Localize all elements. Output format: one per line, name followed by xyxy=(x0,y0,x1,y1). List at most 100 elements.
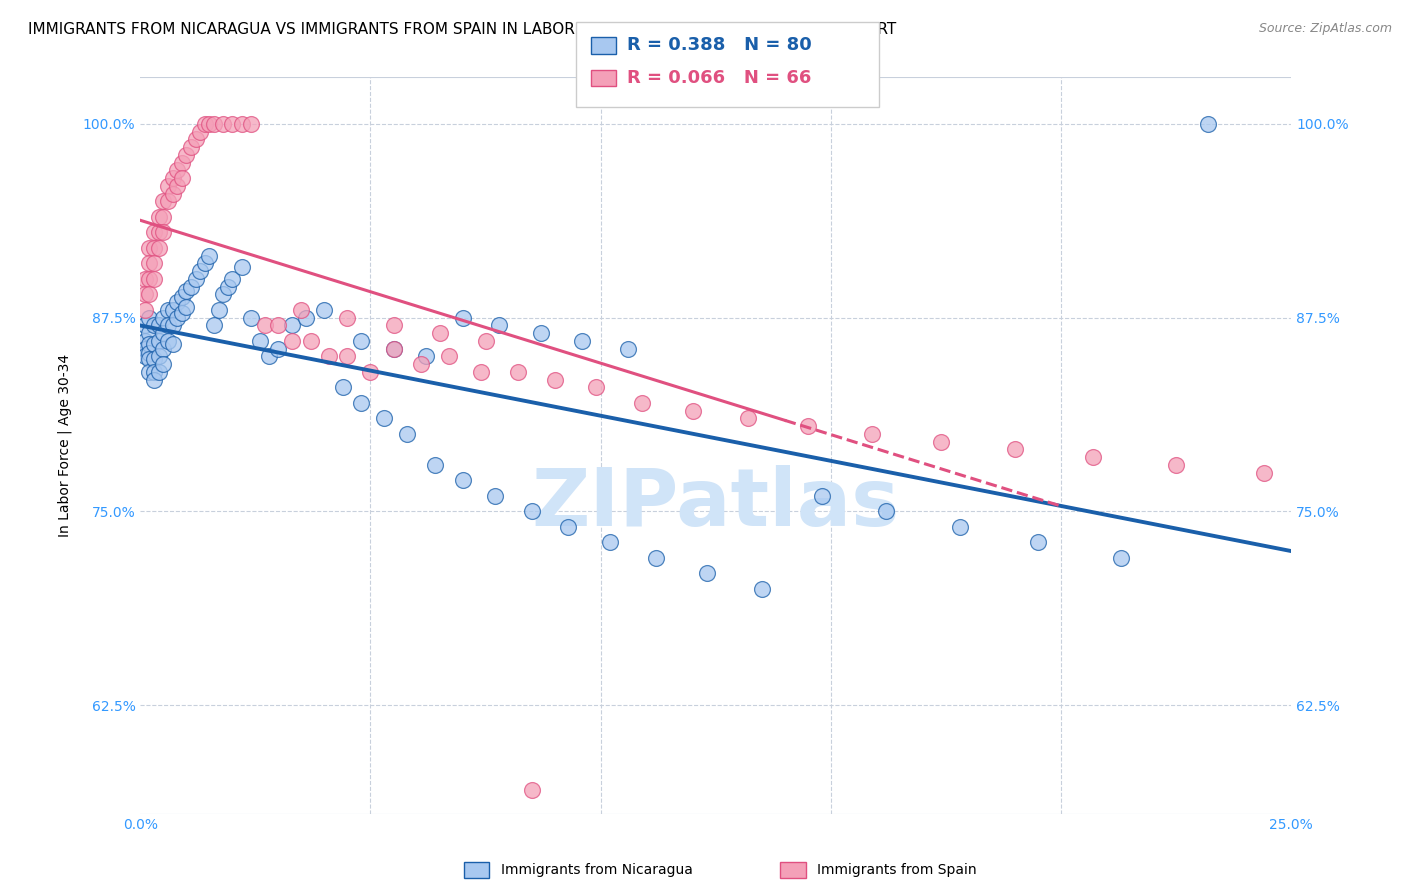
Point xyxy=(239,117,262,131)
Point xyxy=(143,373,166,387)
Point xyxy=(194,256,217,270)
Point xyxy=(382,318,405,333)
Point xyxy=(382,342,405,356)
Point xyxy=(156,334,179,348)
Point xyxy=(506,365,529,379)
Point xyxy=(170,306,193,320)
Point xyxy=(231,260,253,274)
Point xyxy=(162,171,184,186)
Point xyxy=(198,117,221,131)
Point xyxy=(212,117,235,131)
Point xyxy=(336,350,359,364)
Point xyxy=(143,365,166,379)
Point xyxy=(152,226,174,240)
Point xyxy=(585,380,607,394)
Point xyxy=(949,520,972,534)
Point xyxy=(599,535,621,549)
Point xyxy=(360,365,382,379)
Point xyxy=(249,334,271,348)
Text: ZIPatlas: ZIPatlas xyxy=(531,466,900,543)
Point xyxy=(143,352,166,367)
Point xyxy=(350,334,373,348)
Point xyxy=(484,489,506,503)
Point xyxy=(682,403,704,417)
Point xyxy=(382,342,405,356)
Point xyxy=(332,380,354,394)
Point xyxy=(318,350,340,364)
Point xyxy=(429,326,451,340)
Point xyxy=(138,310,160,325)
Point xyxy=(148,226,170,240)
Point xyxy=(134,318,156,333)
Point xyxy=(184,132,207,146)
Point xyxy=(148,241,170,255)
Point xyxy=(156,318,179,333)
Text: R = 0.388   N = 80: R = 0.388 N = 80 xyxy=(627,37,811,54)
Point xyxy=(138,272,160,286)
Point xyxy=(176,285,198,299)
Point xyxy=(1026,535,1049,549)
Point xyxy=(162,337,184,351)
Text: Immigrants from Spain: Immigrants from Spain xyxy=(817,863,977,877)
Point xyxy=(451,310,474,325)
Point xyxy=(257,350,280,364)
Point xyxy=(176,300,198,314)
Point xyxy=(336,310,359,325)
Point xyxy=(1109,550,1132,565)
Text: Source: ZipAtlas.com: Source: ZipAtlas.com xyxy=(1258,22,1392,36)
Point xyxy=(152,342,174,356)
Point xyxy=(170,171,193,186)
Point xyxy=(557,520,579,534)
Point xyxy=(180,140,202,154)
Point xyxy=(148,210,170,224)
Point xyxy=(373,411,395,425)
Point xyxy=(810,489,832,503)
Point xyxy=(437,350,460,364)
Point xyxy=(166,295,188,310)
Point xyxy=(152,326,174,340)
Point xyxy=(281,334,304,348)
Point xyxy=(212,287,235,301)
Point xyxy=(267,342,290,356)
Point xyxy=(180,279,202,293)
Point xyxy=(290,302,312,317)
Point xyxy=(138,287,160,301)
Point xyxy=(217,279,239,293)
Point xyxy=(423,458,446,472)
Point xyxy=(170,291,193,305)
Point xyxy=(143,241,166,255)
Point xyxy=(162,318,184,333)
Point xyxy=(143,272,166,286)
Point xyxy=(396,426,419,441)
Point xyxy=(411,357,433,371)
Point xyxy=(543,373,565,387)
Point xyxy=(415,350,437,364)
Point xyxy=(207,302,229,317)
Point xyxy=(350,396,373,410)
Point xyxy=(253,318,276,333)
Point xyxy=(1083,450,1105,464)
Point xyxy=(148,365,170,379)
Point xyxy=(188,264,211,278)
Point xyxy=(143,256,166,270)
Point xyxy=(188,125,211,139)
Point xyxy=(631,396,654,410)
Point xyxy=(138,241,160,255)
Point xyxy=(134,350,156,364)
Point xyxy=(617,342,640,356)
Point xyxy=(202,318,225,333)
Point xyxy=(751,582,773,596)
Text: Immigrants from Nicaragua: Immigrants from Nicaragua xyxy=(501,863,692,877)
Point xyxy=(138,365,160,379)
Point xyxy=(931,434,953,449)
Point xyxy=(1004,442,1026,457)
Point xyxy=(520,783,543,797)
Point xyxy=(166,310,188,325)
Point xyxy=(134,334,156,348)
Point xyxy=(156,178,179,193)
Point xyxy=(162,186,184,201)
Point xyxy=(860,426,883,441)
Point xyxy=(134,272,156,286)
Point xyxy=(470,365,492,379)
Point xyxy=(571,334,593,348)
